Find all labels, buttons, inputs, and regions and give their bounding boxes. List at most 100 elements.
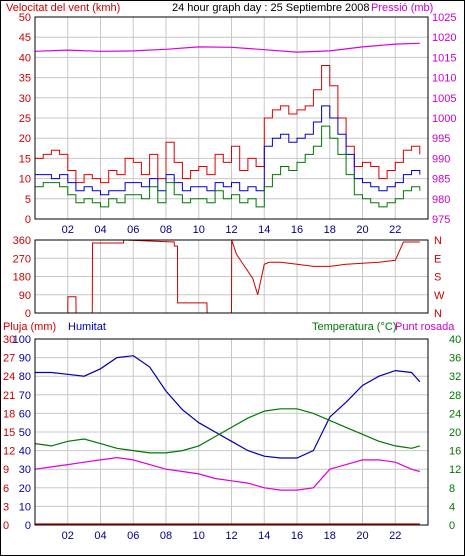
humidity-tick-label: 40 — [19, 446, 31, 458]
x-tick-label: 12 — [225, 224, 237, 236]
compass-tick-label: N — [434, 308, 442, 320]
panel-direction-frame — [34, 239, 429, 314]
wind-tick-label: 5 — [25, 194, 31, 206]
wind-tick-label: 30 — [19, 93, 31, 105]
panel-climate-x-ticks: 02 04 06 08 10 12 14 16 18 20 22 — [62, 530, 402, 542]
pressure-line — [34, 42, 420, 53]
chart-title: 24 hour graph day : 25 Septiembre 2008 — [172, 2, 370, 14]
x-tick-label: 10 — [193, 530, 205, 542]
compass-tick-label: N — [434, 235, 442, 247]
panel-wind-series — [34, 42, 421, 208]
wind-axis-label: Velocitat del vent (kmh) — [6, 2, 120, 14]
panel-climate-series — [34, 355, 421, 525]
wind-y-ticks: 0 5 10 15 20 25 30 35 40 45 50 — [19, 12, 31, 226]
pressure-axis-label: Pressió (mb) — [371, 2, 433, 14]
humidity-tick-label: 70 — [19, 390, 31, 402]
pressure-tick-label: 980 — [432, 194, 450, 206]
temperature-tick-label: 28 — [449, 390, 461, 402]
compass-tick-label: E — [434, 253, 441, 265]
humidity-tick-label: 60 — [19, 408, 31, 420]
x-tick-label: 22 — [389, 530, 401, 542]
wind-tick-label: 35 — [19, 73, 31, 85]
temperature-tick-label: 12 — [449, 464, 461, 476]
x-tick-label: 16 — [291, 224, 303, 236]
x-tick-label: 06 — [127, 224, 139, 236]
wind-tick-label: 25 — [19, 113, 31, 125]
rain-tick-label: 18 — [3, 408, 15, 420]
direction-tick-label: 270 — [13, 253, 31, 265]
x-tick-label: 06 — [127, 530, 139, 542]
pressure-tick-label: 1005 — [432, 93, 456, 105]
temperature-tick-label: 36 — [449, 353, 461, 365]
wind-red-line — [35, 65, 421, 184]
rain-tick-label: 15 — [3, 427, 15, 439]
humidity-label: Humitat — [68, 321, 106, 333]
humidity-tick-label: 50 — [19, 427, 31, 439]
temperature-tick-label: 0 — [449, 520, 455, 532]
panel-wind-frame — [34, 16, 429, 220]
rain-tick-label: 30 — [3, 334, 15, 346]
pressure-tick-label: 990 — [432, 153, 450, 165]
x-tick-label: 14 — [258, 530, 270, 542]
pressure-tick-label: 1015 — [432, 52, 456, 64]
x-tick-label: 18 — [324, 530, 336, 542]
dewpoint-line — [34, 456, 420, 491]
wind-tick-label: 45 — [19, 32, 31, 44]
panel-wind-x-ticks: 02 04 06 08 10 12 14 16 18 20 22 — [62, 224, 402, 236]
pressure-tick-label: 1000 — [432, 113, 456, 125]
humidity-tick-label: 0 — [25, 520, 31, 532]
rain-tick-label: 24 — [3, 371, 15, 383]
wind-tick-label: 15 — [19, 153, 31, 165]
pressure-y-ticks: 975 980 985 990 995 1000 1005 1010 1015 1020 1025 — [432, 12, 456, 226]
compass-tick-label: S — [434, 272, 441, 284]
rain-tick-label: 12 — [3, 446, 15, 458]
x-tick-label: 08 — [160, 224, 172, 236]
humidity-tick-label: 90 — [19, 353, 31, 365]
humidity-tick-label: 30 — [19, 464, 31, 476]
rain-tick-label: 9 — [3, 464, 9, 476]
direction-tick-label: 90 — [19, 290, 31, 302]
pressure-tick-label: 975 — [432, 214, 450, 226]
wind-green-line — [35, 125, 421, 208]
pressure-tick-label: 1025 — [432, 12, 456, 24]
direction-tick-label: 0 — [25, 308, 31, 320]
humidity-tick-label: 80 — [19, 371, 31, 383]
x-tick-label: 04 — [94, 224, 106, 236]
rain-axis-label: Pluja (mm) — [3, 321, 56, 333]
x-tick-label: 08 — [160, 530, 172, 542]
pressure-tick-label: 1020 — [432, 32, 456, 44]
humidity-tick-label: 10 — [19, 501, 31, 513]
rain-tick-label: 6 — [3, 483, 9, 495]
wind-blue-line — [35, 105, 421, 196]
x-tick-label: 12 — [225, 530, 237, 542]
panel-climate-grid — [35, 339, 428, 525]
wind-tick-label: 40 — [19, 52, 31, 64]
pressure-tick-label: 995 — [432, 133, 450, 145]
x-tick-label: 14 — [258, 224, 270, 236]
wind-tick-label: 20 — [19, 133, 31, 145]
rain-tick-label: 0 — [3, 520, 9, 532]
pressure-tick-label: 1010 — [432, 73, 456, 85]
x-tick-label: 16 — [291, 530, 303, 542]
x-tick-label: 04 — [94, 530, 106, 542]
pressure-tick-label: 985 — [432, 174, 450, 186]
humidity-tick-label: 100 — [13, 334, 31, 346]
x-tick-label: 18 — [324, 224, 336, 236]
temperature-tick-label: 16 — [449, 446, 461, 458]
x-tick-label: 10 — [193, 224, 205, 236]
humidity-line — [35, 355, 421, 459]
x-tick-label: 20 — [356, 530, 368, 542]
dewpoint-label: Punt rosada — [395, 321, 455, 333]
temperature-tick-label: 32 — [449, 371, 461, 383]
direction-tick-label: 180 — [13, 272, 31, 284]
humidity-tick-label: 20 — [19, 483, 31, 495]
x-tick-label: 20 — [356, 224, 368, 236]
rain-tick-label: 21 — [3, 390, 15, 402]
temperature-line — [34, 408, 420, 454]
wind-tick-label: 10 — [19, 174, 31, 186]
direction-degree-ticks: 0 90 180 270 360 — [13, 235, 31, 320]
temperature-tick-label: 40 — [449, 334, 461, 346]
